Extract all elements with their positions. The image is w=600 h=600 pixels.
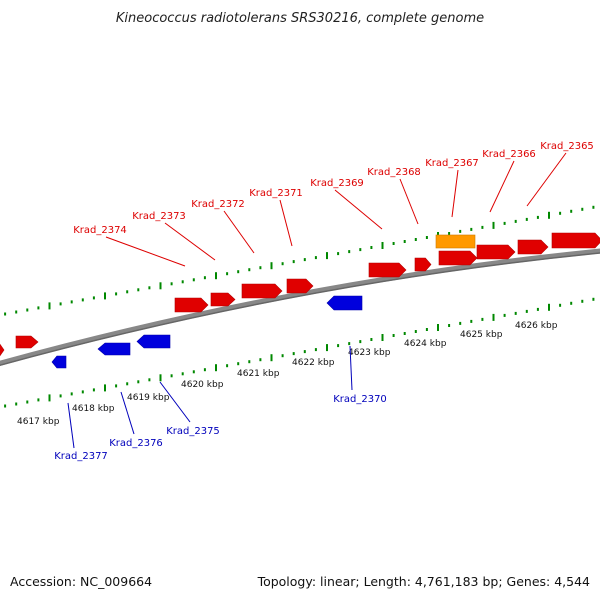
kbp-label: 4624 kbp xyxy=(404,339,447,349)
reverse-gene-arrow xyxy=(97,342,131,356)
forward-gene-arrow xyxy=(368,262,407,278)
kbp-label: 4618 kbp xyxy=(72,404,115,414)
genome-backbone-shadow xyxy=(0,252,600,367)
gene-features xyxy=(0,232,600,369)
forward-gene-label: Krad_2374 xyxy=(73,225,127,236)
forward-gene-leader-line xyxy=(164,222,216,261)
reverse-gene-arrow xyxy=(326,295,363,311)
kbp-label: 4617 kbp xyxy=(17,417,60,427)
kbp-label: 4626 kbp xyxy=(515,321,558,331)
forward-gene-leader-line xyxy=(399,178,419,225)
forward-gene-leader-line xyxy=(451,169,459,218)
forward-gene-label: Krad_2369 xyxy=(310,178,364,189)
forward-gene-label: Krad_2372 xyxy=(191,199,245,210)
forward-gene-arrow xyxy=(286,278,314,294)
forward-gene-arrow xyxy=(551,232,600,249)
reverse-gene-label: Krad_2376 xyxy=(109,438,163,449)
reverse-gene-arrow xyxy=(136,334,171,349)
forward-gene-leader-line xyxy=(105,236,186,267)
forward-gene-leader-line xyxy=(526,152,567,207)
forward-gene-label: Krad_2368 xyxy=(367,167,421,178)
inner-tick-track xyxy=(4,297,595,408)
accession-text: Accession: NC_009664 xyxy=(10,574,152,589)
forward-gene-arrow xyxy=(241,283,283,299)
outer-tick-track xyxy=(4,205,595,316)
kbp-label: 4622 kbp xyxy=(292,358,335,368)
forward-gene-label: Krad_2365 xyxy=(540,141,594,152)
kbp-label: 4625 kbp xyxy=(460,330,503,340)
forward-gene-arrow xyxy=(438,250,478,266)
reverse-gene-label: Krad_2375 xyxy=(166,426,220,437)
forward-gene-label: Krad_2373 xyxy=(132,211,186,222)
forward-gene-arrow xyxy=(414,257,432,272)
reverse-gene-leader-line xyxy=(159,381,191,423)
reverse-gene-leader-line xyxy=(120,391,135,435)
reverse-gene-leader-line xyxy=(349,345,353,391)
kbp-label: 4623 kbp xyxy=(348,348,391,358)
genome-summary-text: Topology: linear; Length: 4,761,183 bp; … xyxy=(257,574,590,589)
forward-gene-arrow xyxy=(15,335,39,349)
genome-backbone xyxy=(0,248,600,366)
genome-title: Kineococcus radiotolerans SRS30216, comp… xyxy=(116,11,484,26)
forward-gene-leader-line xyxy=(279,199,293,247)
forward-gene-arrow xyxy=(210,292,236,307)
kbp-label: 4619 kbp xyxy=(127,393,170,403)
gene-labels: Krad_2374 Krad_2373 Krad_2372 Krad_2371 Krad… xyxy=(54,141,594,462)
kbp-scale-labels: 4617 kbp 4618 kbp 4619 kbp 4620 kbp 4621 kbp… xyxy=(17,321,558,427)
forward-gene-leader-line xyxy=(223,210,255,254)
forward-gene-leader-line xyxy=(489,160,515,213)
kbp-label: 4621 kbp xyxy=(237,369,280,379)
kbp-label: 4620 kbp xyxy=(181,380,224,390)
reverse-gene-leader-line xyxy=(67,402,75,449)
reverse-gene-arrow xyxy=(51,355,67,369)
forward-gene-label: Krad_2371 xyxy=(249,188,303,199)
highlighted-gene-bar xyxy=(435,234,476,249)
forward-gene-arrow xyxy=(174,297,209,313)
reverse-gene-label: Krad_2377 xyxy=(54,451,108,462)
forward-gene-label: Krad_2366 xyxy=(482,149,536,160)
forward-gene-arrow xyxy=(517,239,549,255)
forward-gene-label: Krad_2367 xyxy=(425,158,479,169)
forward-gene-arrow xyxy=(0,343,5,357)
reverse-gene-label: Krad_2370 xyxy=(333,394,387,405)
gene-leader-lines xyxy=(67,152,567,449)
forward-gene-leader-line xyxy=(334,189,383,230)
forward-gene-arrow xyxy=(476,244,516,260)
